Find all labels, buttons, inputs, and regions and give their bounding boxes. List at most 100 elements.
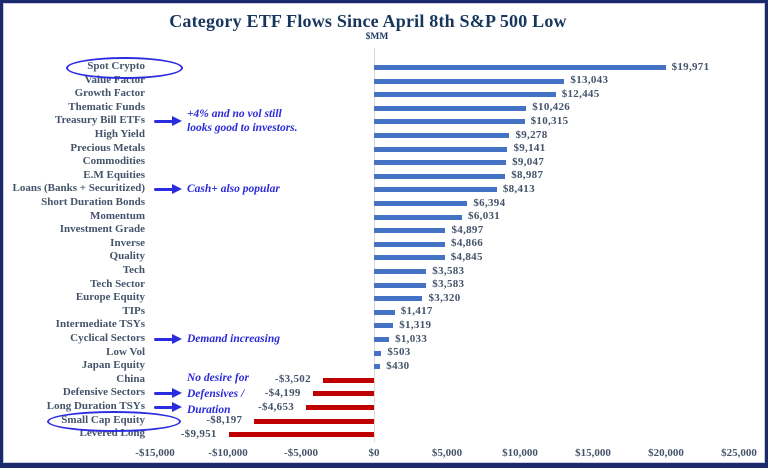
bar-positive [374, 228, 446, 234]
bar-value-label: $8,987 [511, 169, 544, 182]
annotation-arrow-icon [154, 338, 173, 341]
annotation-arrow-icon [172, 116, 182, 127]
bar-value-label: $8,413 [502, 182, 535, 195]
bar-positive [374, 269, 427, 274]
category-label: Investment Grade [59, 223, 145, 236]
annotation-arrow-icon [172, 402, 182, 412]
annotation-text: +4% and no vol still [187, 108, 282, 121]
bar-value-label: -$8,197 [206, 414, 243, 427]
x-axis-tick-label: -$5,000 [284, 447, 318, 459]
annotation-arrow-icon [154, 120, 173, 124]
bar-value-label: $4,845 [450, 250, 483, 263]
category-label: Momentum [90, 209, 145, 222]
category-label: Commodities [82, 155, 145, 168]
bar-positive [374, 296, 423, 302]
bar-value-label: $6,031 [468, 210, 501, 223]
bar-positive [374, 364, 381, 370]
category-label: Tech Sector [90, 277, 145, 290]
bar-positive [374, 78, 565, 84]
category-label: Japan Equity [81, 359, 145, 372]
bar-value-label: $4,866 [451, 237, 484, 250]
bar-value-label: $9,141 [513, 142, 546, 155]
category-label: Thematic Funds [68, 100, 145, 113]
bar-value-label: $19,971 [671, 60, 710, 73]
bar-value-label: $10,426 [532, 101, 571, 114]
x-axis-tick-label: -$10,000 [208, 447, 248, 459]
bar-positive [374, 160, 507, 166]
category-label: Loans (Banks + Securitized) [12, 182, 145, 195]
category-label: Quality [109, 250, 145, 263]
annotation-text: Demand increasing [187, 332, 280, 345]
circled-highlight [47, 410, 181, 432]
bar-positive [374, 323, 394, 329]
annotation-arrow-icon [172, 184, 182, 195]
bar-value-label: $3,320 [428, 291, 461, 304]
bar-positive [374, 282, 427, 288]
bar-value-label: $12,445 [561, 87, 600, 100]
bar-value-label: -$4,199 [264, 386, 301, 399]
bar-positive [374, 201, 468, 206]
annotation-arrow-icon [172, 388, 182, 399]
bar-negative [228, 432, 374, 438]
bar-positive [374, 337, 390, 342]
bar-negative [306, 405, 374, 410]
bar-negative [254, 418, 374, 424]
category-label: Low Vol [106, 345, 145, 358]
bar-value-label: -$9,951 [180, 427, 217, 440]
annotation-text: No desire for [187, 372, 249, 385]
bar-positive [374, 146, 508, 152]
category-label: Short Duration Bonds [41, 196, 145, 208]
bar-positive [374, 133, 510, 138]
chart-title: Category ETF Flows Since April 8th S&P 5… [169, 11, 567, 31]
bar-value-label: $3,583 [432, 264, 465, 277]
bar-value-label: $1,417 [400, 305, 433, 318]
bar-value-label: $13,043 [570, 74, 609, 87]
bar-value-label: $3,583 [432, 278, 465, 291]
bar-positive [374, 119, 525, 125]
bar-positive [374, 255, 445, 261]
bar-positive [374, 105, 527, 111]
chart-units-label: $MM [365, 32, 389, 42]
bar-positive [374, 241, 446, 247]
bar-positive [374, 309, 395, 315]
category-label: Inverse [110, 236, 145, 249]
annotation-arrow-icon [154, 392, 173, 396]
x-axis-tick-label: $25,000 [721, 447, 757, 459]
x-axis-tick-label: $15,000 [575, 447, 611, 459]
annotation-text: Duration [187, 404, 231, 417]
bar-positive [374, 350, 382, 356]
x-axis-tick-label: $5,000 [431, 447, 463, 459]
x-axis-tick-label: -$15,000 [135, 447, 175, 459]
bar-positive [374, 92, 556, 98]
annotation-text: Cash+ also popular [187, 183, 280, 196]
annotation-arrow-icon [154, 188, 173, 192]
category-label: High Yield [94, 128, 145, 140]
category-label: Growth Factor [74, 87, 145, 100]
bar-value-label: $9,047 [512, 155, 545, 168]
category-label: Treasury Bill ETFs [54, 114, 145, 127]
bar-value-label: -$4,653 [258, 400, 295, 413]
bar-value-label: $430 [386, 359, 410, 372]
bar-value-label: $6,394 [473, 196, 506, 209]
category-label: Precious Metals [70, 141, 145, 154]
annotation-arrow-icon [172, 334, 182, 344]
bar-value-label: $9,278 [515, 128, 548, 141]
annotation-arrow-icon [154, 406, 173, 409]
bar-value-label: $1,319 [399, 318, 432, 331]
category-label: Intermediate TSYs [55, 318, 145, 331]
circled-highlight [66, 56, 183, 79]
bar-value-label: $10,315 [530, 114, 569, 127]
bar-negative [312, 391, 374, 397]
x-axis-tick-label: $20,000 [648, 447, 684, 459]
category-label: Cyclical Sectors [70, 332, 145, 344]
bar-value-label: $1,033 [395, 332, 428, 345]
bar-value-label: -$3,502 [274, 373, 311, 386]
bar-positive [374, 173, 506, 179]
annotation-text: looks good to investors. [187, 121, 298, 134]
category-label: E.M Equities [83, 168, 145, 181]
category-label: Europe Equity [75, 291, 145, 304]
category-label: China [116, 372, 145, 385]
category-label: Long Duration TSYs [46, 400, 145, 412]
bar-value-label: $503 [387, 346, 411, 359]
